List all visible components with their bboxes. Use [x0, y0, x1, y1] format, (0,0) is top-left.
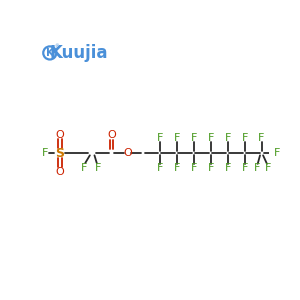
Text: F: F — [174, 164, 180, 173]
Text: O: O — [123, 148, 132, 158]
Text: F: F — [265, 164, 272, 173]
Text: F: F — [242, 164, 248, 173]
Text: F: F — [224, 164, 231, 173]
Text: F: F — [80, 164, 87, 173]
Text: O: O — [56, 130, 64, 140]
Text: ®: ® — [54, 44, 59, 49]
Text: F: F — [157, 133, 163, 142]
Text: Kuujia: Kuujia — [49, 44, 107, 62]
Text: F: F — [157, 164, 163, 173]
Text: K: K — [46, 48, 54, 58]
Text: S: S — [55, 146, 64, 160]
Text: O: O — [56, 167, 64, 176]
Text: F: F — [208, 164, 214, 173]
Text: F: F — [254, 164, 260, 173]
Text: O: O — [107, 130, 116, 140]
Text: F: F — [274, 148, 280, 158]
Text: F: F — [190, 133, 197, 142]
Text: F: F — [95, 164, 101, 173]
Text: F: F — [208, 133, 214, 142]
Text: F: F — [224, 133, 231, 142]
Text: F: F — [242, 133, 248, 142]
Text: F: F — [42, 148, 48, 158]
Text: F: F — [190, 164, 197, 173]
Text: F: F — [174, 133, 180, 142]
Text: F: F — [258, 133, 265, 142]
